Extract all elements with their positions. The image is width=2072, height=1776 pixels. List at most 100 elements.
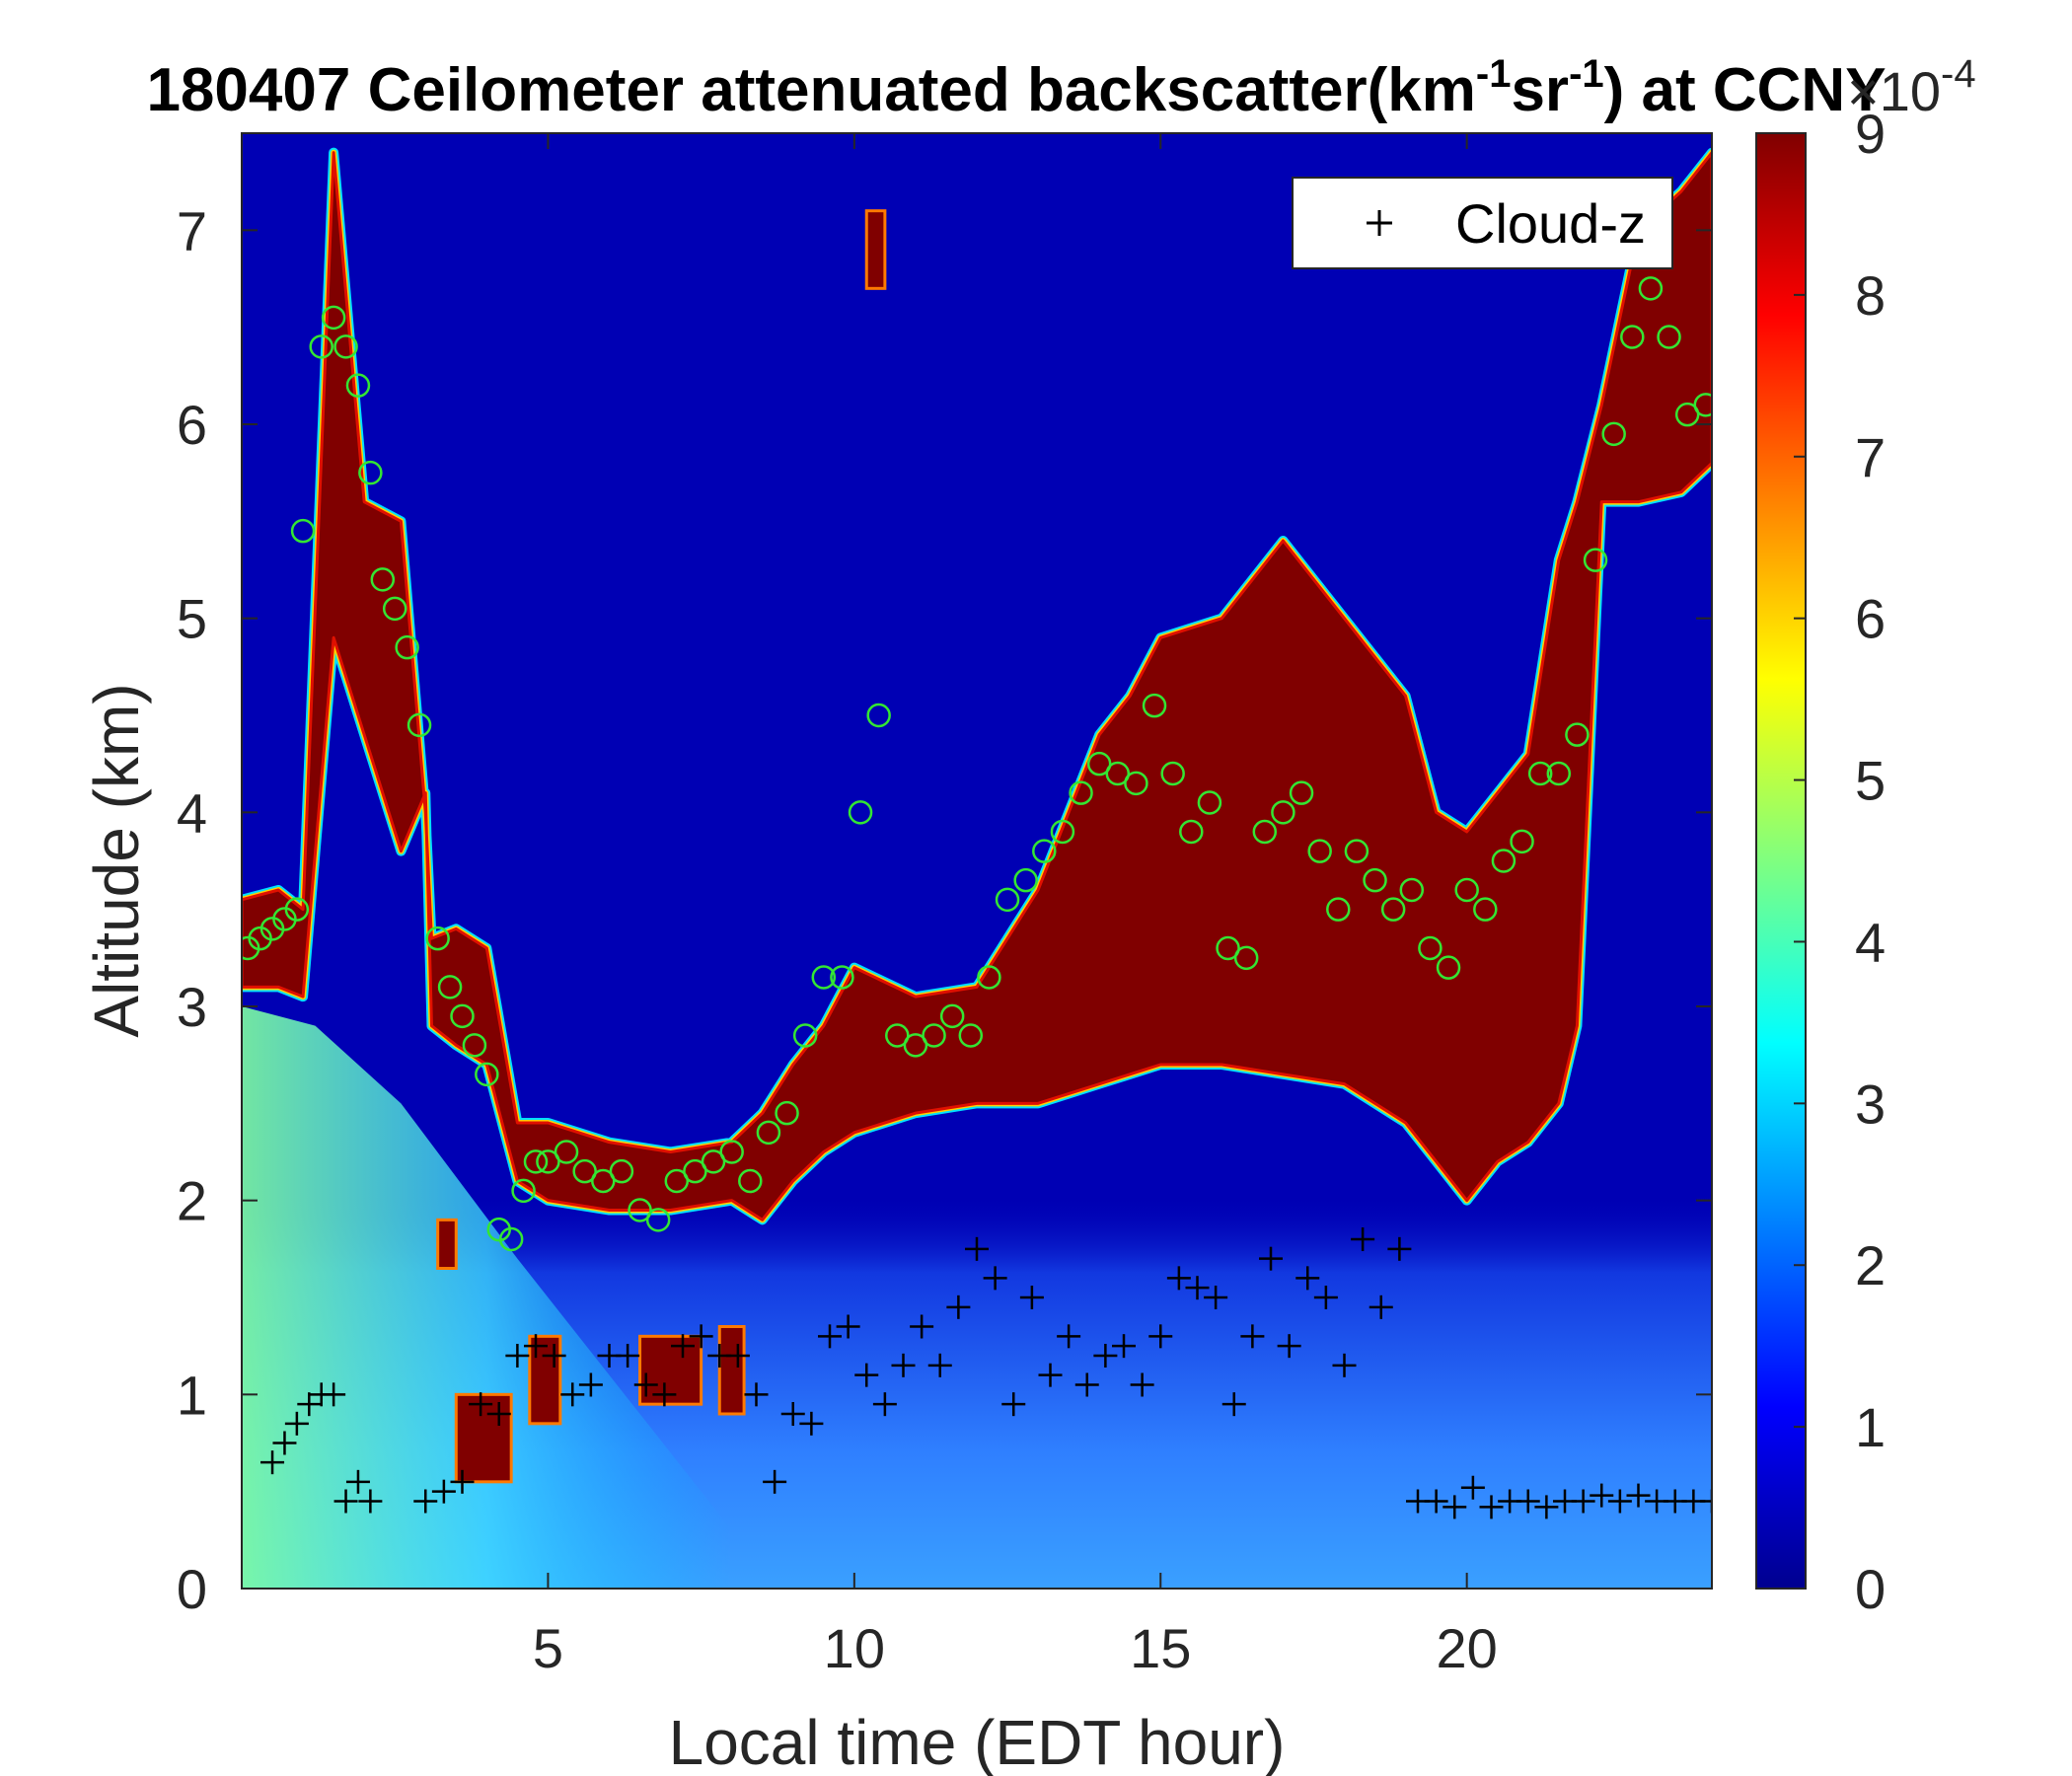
cloud-z-point [1038,1363,1063,1387]
cloud-z-point [358,1489,383,1514]
circle-point [1344,839,1369,863]
cloud-z-point [836,1314,860,1339]
circle-point [450,1003,475,1029]
circle-point [1380,897,1406,922]
cloud-z-point [486,1402,511,1426]
backscatter-patch [717,1325,746,1416]
cloud-z-point [1019,1286,1044,1309]
cloud-z-point [780,1402,805,1426]
colorbar-tick-label: 6 [1855,588,1886,650]
cloud-z-point [965,1236,989,1261]
cloud-z-point [322,1382,346,1407]
x-tick-label: 15 [1130,1617,1191,1679]
circle-point [1124,771,1148,796]
circle-markers [242,276,1712,1252]
circle-point [1601,421,1626,447]
circle-point [1363,867,1387,893]
cloud-z-point [910,1314,934,1339]
cloud-z-point [450,1469,475,1494]
cloud-z-point [1534,1495,1559,1519]
circle-point [1252,819,1278,845]
circle-point [1565,722,1590,747]
colorbar-tick-label: 8 [1855,264,1886,327]
cloud-z-point [1700,1489,1712,1514]
legend-box [1292,177,1673,269]
circle-point [1032,839,1057,863]
cloud-z-point [413,1489,438,1514]
y-tick-label: 1 [177,1364,207,1426]
circle-point [536,1149,560,1174]
backscatter-patch [864,209,887,290]
cloud-z-point [1001,1392,1026,1417]
circle-point [511,1178,536,1204]
circle-point [1233,945,1259,971]
x-axis-label: Local time (EDT hour) [669,1707,1286,1776]
cloud-z-point [818,1324,842,1349]
cloud-z-point [560,1382,585,1407]
circle-point [848,800,873,825]
cloud-z-point [1277,1334,1301,1359]
legend-entry-cloud-z: Cloud-z [1455,192,1646,255]
cloud-z-point [872,1392,897,1417]
cloud-z-point [1221,1392,1246,1417]
y-axis: 0 1 2 3 4 5 6 7 [177,199,1712,1620]
cloud-z-point [1479,1495,1504,1519]
cloud-z-point [652,1382,677,1407]
colorbar: 0 1 2 3 4 5 6 7 8 9 ×10-4 [1755,52,1976,1620]
backscatter-patch [454,1392,513,1484]
cloud-z-point [1112,1334,1136,1359]
circle-point [1271,800,1295,825]
circle-point [830,965,854,990]
colorbar-tick-label: 5 [1855,750,1886,812]
cloud-z-point [1351,1227,1375,1251]
colorbar-tick-label: 7 [1855,426,1886,488]
cloud-z-point [854,1363,879,1387]
colorbar-tick-label: 2 [1855,1234,1886,1296]
cloud-z-point [1516,1489,1540,1514]
circle-point [475,1062,499,1087]
circle-point [1657,325,1681,349]
cloud-z-point [272,1431,297,1455]
circle-point [1142,693,1167,718]
circle-point [775,1100,799,1126]
cloud-z-point [744,1382,769,1407]
circle-point [1050,819,1075,845]
circle-point [358,460,383,485]
circle-point [1179,819,1204,845]
circle-point [628,1198,652,1222]
cloud-z-point [524,1334,548,1359]
cloud-z-point [1387,1236,1412,1261]
cloud-z-point [260,1450,285,1475]
circle-point [407,712,432,738]
cloud-z-point [671,1334,695,1359]
circle-point [554,1140,579,1164]
circle-point [345,373,371,398]
colorbar-tick-label: 1 [1855,1396,1886,1458]
circle-point [885,1023,910,1048]
circle-point [1326,897,1351,922]
circle-point [333,334,358,359]
cloud-z-point [345,1469,370,1494]
circle-point [1510,829,1534,854]
cloud-z-markers [260,1227,1712,1519]
colorbar-tick-label: 4 [1855,911,1886,973]
cloud-z-point [725,1344,750,1368]
circle-point [977,965,1001,990]
plot-area [242,133,1712,1589]
cloud-z-point [1313,1286,1338,1309]
colorbar-ticks: 0 1 2 3 4 5 6 7 8 9 [1794,103,1886,1620]
colorbar-tick-label: 0 [1855,1558,1886,1620]
circle-point [922,1023,946,1048]
cloud-z-point [927,1353,952,1377]
cloud-z-point [1148,1324,1173,1349]
colorbar-tick-label: 3 [1855,1073,1886,1135]
legend-plus-marker [1367,210,1392,236]
y-tick-label: 0 [177,1558,207,1620]
cloud-z-point [1571,1489,1595,1514]
circle-point [903,1033,928,1058]
circle-point [1473,897,1498,922]
circle-point [1399,877,1425,903]
cloud-z-point [983,1266,1007,1291]
cloud-z-point [1240,1324,1265,1349]
